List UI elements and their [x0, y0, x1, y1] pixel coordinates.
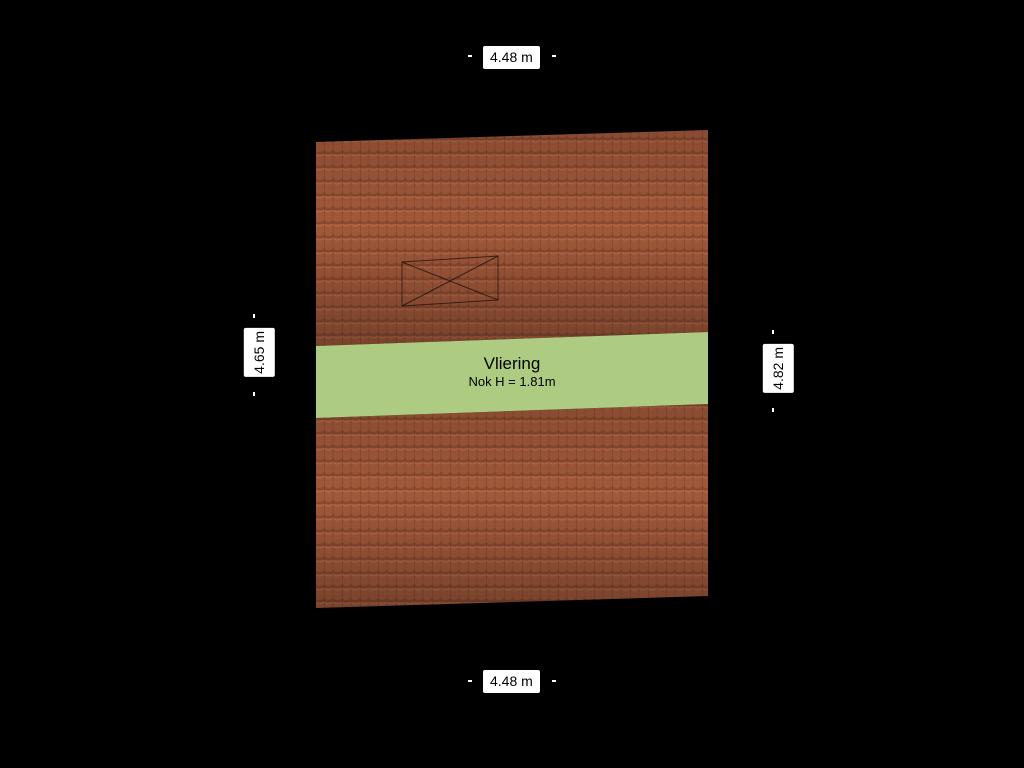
floorplan-canvas: Vliering Nok H = 1.81m 4.48 m 4.48 m 4.6…	[0, 0, 1024, 768]
dim-left: 4.65 m	[244, 328, 275, 377]
dim-right: 4.82 m	[763, 344, 794, 393]
dim-tick-left-bottom	[253, 392, 255, 396]
dim-tick-bottom-left	[468, 680, 472, 682]
dim-tick-top-left	[468, 55, 472, 57]
dim-tick-left-top	[253, 314, 255, 318]
room-name: Vliering	[316, 354, 708, 374]
room-label: Vliering Nok H = 1.81m	[316, 354, 708, 389]
dim-tick-bottom-right	[552, 680, 556, 682]
dim-tick-top-right	[552, 55, 556, 57]
dim-bottom: 4.48 m	[483, 670, 540, 693]
room-height: Nok H = 1.81m	[316, 374, 708, 389]
dim-tick-right-top	[772, 330, 774, 334]
dim-top: 4.48 m	[483, 46, 540, 69]
dim-tick-right-bottom	[772, 408, 774, 412]
